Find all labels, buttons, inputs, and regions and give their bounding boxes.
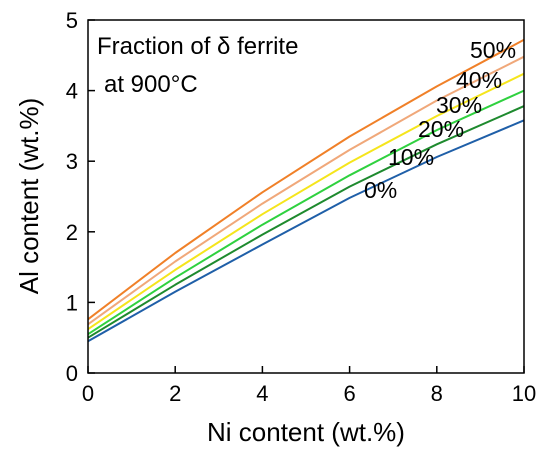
y-axis-label: Al content (wt.%) xyxy=(14,98,44,295)
y-tick-label-5: 5 xyxy=(66,8,78,33)
x-tick-label-3: 6 xyxy=(343,381,355,406)
series-line-4 xyxy=(87,55,525,326)
y-tick-label-1: 1 xyxy=(66,290,78,315)
x-axis-label: Ni content (wt.%) xyxy=(207,417,405,447)
plot-frame xyxy=(87,19,525,374)
annotation-line-1: Fraction of δ ferrite xyxy=(97,33,298,60)
y-tick-label-4: 4 xyxy=(66,79,78,104)
axis-ticks: 0 2 4 6 8 10 0 1 2 3 4 5 xyxy=(66,8,536,406)
y-tick-label-3: 3 xyxy=(66,149,78,174)
series-label-5: 50% xyxy=(470,37,516,63)
y-tick-label-0: 0 xyxy=(66,361,78,386)
series-line-3 xyxy=(87,72,525,331)
series-line-0 xyxy=(87,119,525,343)
series-label-2: 20% xyxy=(418,116,464,142)
x-tick-label-1: 2 xyxy=(169,381,181,406)
series-label-3: 30% xyxy=(436,92,482,118)
y-tick-label-2: 2 xyxy=(66,220,78,245)
series-label-4: 40% xyxy=(456,67,502,93)
x-tick-label-2: 4 xyxy=(256,381,268,406)
series-line-5 xyxy=(87,38,525,321)
x-tick-label-0: 0 xyxy=(82,381,94,406)
series-labels: 0% 10%20%30%40% 50% xyxy=(364,37,516,203)
series-line-2 xyxy=(87,89,525,336)
x-tick-label-5: 10 xyxy=(512,381,536,406)
series-line-1 xyxy=(87,105,525,339)
annotation-line-2: at 900°C xyxy=(104,71,198,98)
series-label-0: 0% xyxy=(364,177,397,203)
x-tick-label-4: 8 xyxy=(431,381,443,406)
series-label-1: 10% xyxy=(388,144,434,170)
series-lines xyxy=(87,38,525,343)
